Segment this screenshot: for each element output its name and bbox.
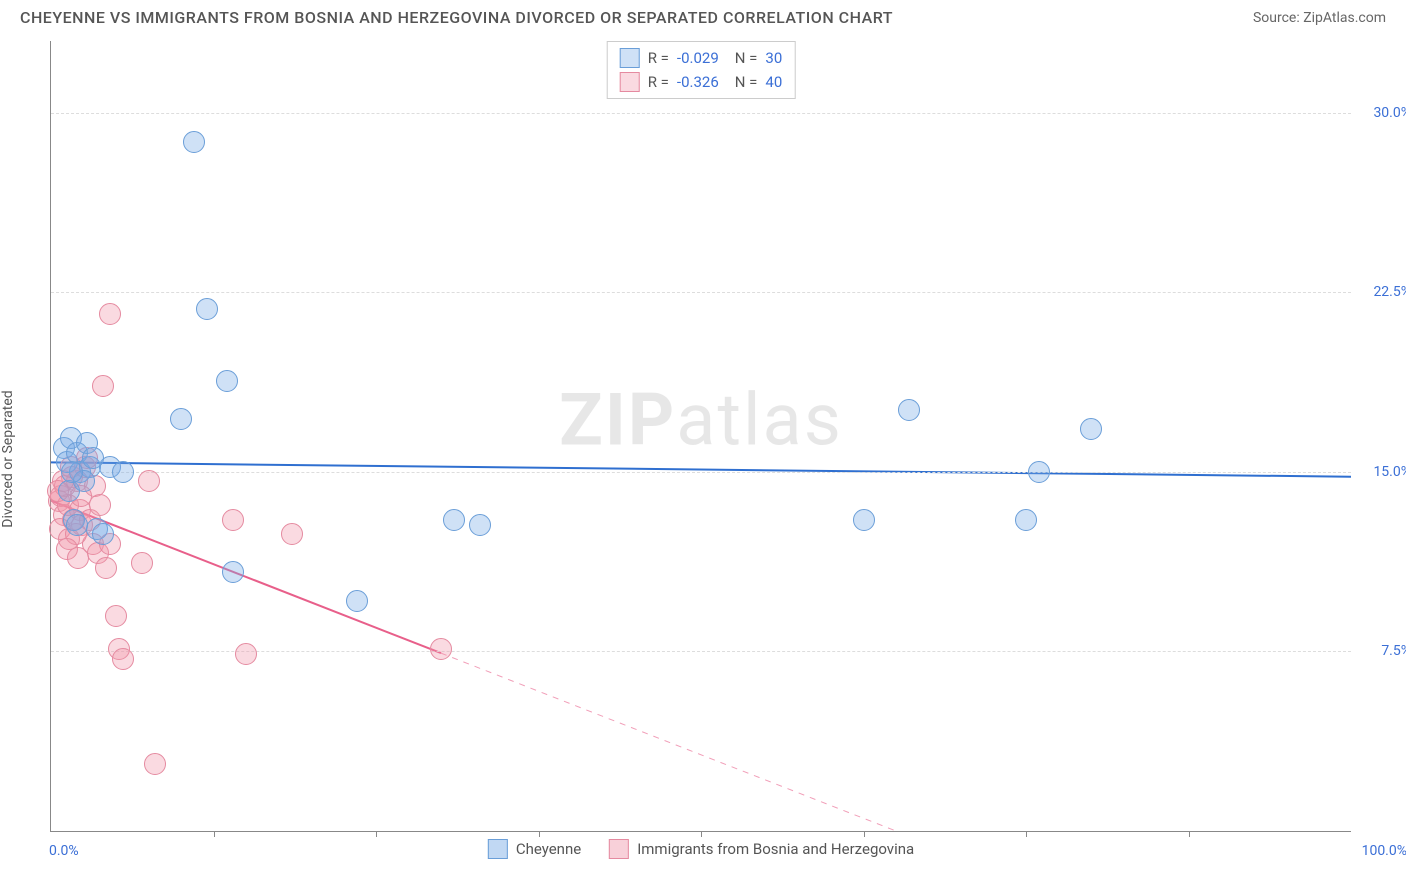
x-tick bbox=[1026, 831, 1027, 837]
legend-swatch bbox=[620, 72, 640, 92]
source-label: Source: ZipAtlas.com bbox=[1253, 10, 1386, 26]
legend-bottom-item: Cheyenne bbox=[488, 839, 581, 859]
data-point bbox=[222, 561, 244, 583]
legend-swatch bbox=[609, 839, 629, 859]
y-axis-label: Divorced or Separated bbox=[0, 390, 16, 527]
y-tick-label: 7.5% bbox=[1381, 643, 1406, 659]
data-point bbox=[105, 605, 127, 627]
data-point bbox=[183, 131, 205, 153]
data-point bbox=[99, 303, 121, 325]
legend-top-row: R = -0.029 N = 30 bbox=[620, 46, 783, 70]
data-point bbox=[1028, 461, 1050, 483]
y-tick-label: 30.0% bbox=[1373, 105, 1406, 121]
data-point bbox=[66, 514, 88, 536]
gridline bbox=[51, 292, 1351, 293]
legend-swatch bbox=[488, 839, 508, 859]
x-axis-max-label: 100.0% bbox=[1362, 843, 1406, 859]
y-tick-label: 15.0% bbox=[1373, 464, 1406, 480]
legend-bottom: Cheyenne Immigrants from Bosnia and Herze… bbox=[488, 839, 914, 859]
x-tick bbox=[539, 831, 540, 837]
gridline bbox=[51, 472, 1351, 473]
legend-swatch bbox=[620, 48, 640, 68]
chart-container: Divorced or Separated ZIPatlas R = -0.029… bbox=[0, 31, 1406, 871]
data-point bbox=[112, 648, 134, 670]
data-point bbox=[216, 370, 238, 392]
gridline bbox=[51, 113, 1351, 114]
regression-lines bbox=[51, 41, 1351, 831]
legend-n-label: N = bbox=[735, 46, 758, 70]
watermark-rest: atlas bbox=[676, 378, 843, 463]
legend-r-label: R = bbox=[648, 46, 669, 70]
legend-n-value: 30 bbox=[765, 46, 782, 70]
data-point bbox=[92, 375, 114, 397]
x-axis-min-label: 0.0% bbox=[49, 843, 79, 859]
data-point bbox=[82, 447, 104, 469]
data-point bbox=[346, 590, 368, 612]
data-point bbox=[222, 509, 244, 531]
legend-bottom-item: Immigrants from Bosnia and Herzegovina bbox=[609, 839, 914, 859]
data-point bbox=[67, 547, 89, 569]
legend-top: R = -0.029 N = 30 R = -0.326 N = 40 bbox=[607, 41, 796, 99]
data-point bbox=[92, 523, 114, 545]
data-point bbox=[898, 399, 920, 421]
data-point bbox=[131, 552, 153, 574]
legend-r-label: R = bbox=[648, 70, 669, 94]
data-point bbox=[196, 298, 218, 320]
data-point bbox=[138, 470, 160, 492]
x-tick bbox=[214, 831, 215, 837]
page-title: CHEYENNE VS IMMIGRANTS FROM BOSNIA AND H… bbox=[20, 8, 893, 27]
data-point bbox=[443, 509, 465, 531]
data-point bbox=[1080, 418, 1102, 440]
watermark-bold: ZIP bbox=[559, 378, 676, 463]
data-point bbox=[170, 408, 192, 430]
legend-r-value: -0.029 bbox=[677, 46, 719, 70]
header: CHEYENNE VS IMMIGRANTS FROM BOSNIA AND H… bbox=[0, 0, 1406, 31]
x-tick bbox=[376, 831, 377, 837]
data-point bbox=[61, 461, 83, 483]
legend-top-row: R = -0.326 N = 40 bbox=[620, 70, 783, 94]
regression-line-cheyenne bbox=[51, 462, 1351, 476]
plot-area: ZIPatlas R =-0.029N =30R =-0.326N =40 Ch… bbox=[50, 41, 1351, 832]
data-point bbox=[95, 557, 117, 579]
legend-label: Cheyenne bbox=[516, 840, 581, 858]
data-point bbox=[89, 494, 111, 516]
data-point bbox=[469, 514, 491, 536]
x-tick bbox=[701, 831, 702, 837]
watermark: ZIPatlas bbox=[559, 378, 843, 463]
data-point bbox=[853, 509, 875, 531]
x-tick bbox=[1189, 831, 1190, 837]
regression-line-bosnia-dashed bbox=[441, 653, 896, 831]
legend-r-value: -0.326 bbox=[677, 70, 719, 94]
data-point bbox=[1015, 509, 1037, 531]
legend-label: Immigrants from Bosnia and Herzegovina bbox=[637, 840, 914, 858]
data-point bbox=[144, 753, 166, 775]
x-tick bbox=[864, 831, 865, 837]
data-point bbox=[430, 638, 452, 660]
data-point bbox=[281, 523, 303, 545]
y-tick-label: 22.5% bbox=[1373, 284, 1406, 300]
legend-n-label: N = bbox=[735, 70, 758, 94]
data-point bbox=[235, 643, 257, 665]
data-point bbox=[112, 461, 134, 483]
legend-n-value: 40 bbox=[765, 70, 782, 94]
